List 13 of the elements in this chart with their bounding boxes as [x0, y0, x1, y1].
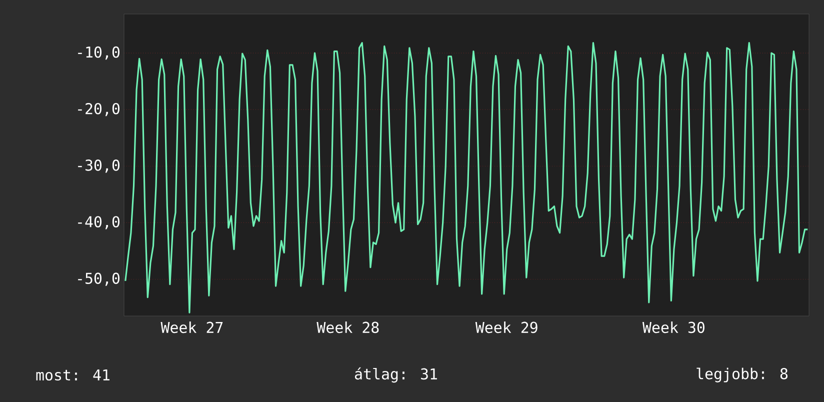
- y-tick-label: -20,0: [78, 102, 120, 116]
- text: most: 41: [36, 369, 110, 381]
- line-series: [124, 42, 808, 314]
- y-tick-label: -10,0: [78, 46, 120, 60]
- x-tick-label: Week 28: [316, 322, 379, 334]
- y-tick-label: -30,0: [78, 160, 120, 173]
- text: átlag: 31: [354, 367, 437, 383]
- y-tick-label: -40,0: [78, 216, 120, 230]
- y-tick-label: -50,0: [78, 272, 120, 286]
- text: legjobb: 8: [696, 368, 788, 382]
- x-tick-label: Week 30: [642, 322, 704, 334]
- x-tick-label: Week 27: [160, 322, 223, 334]
- x-tick-label: Week 29: [475, 322, 538, 334]
